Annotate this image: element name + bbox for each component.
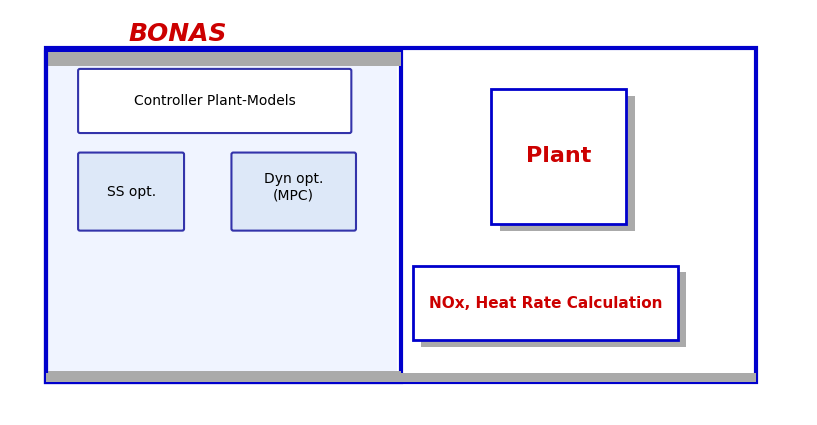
FancyBboxPatch shape — [231, 153, 356, 231]
FancyBboxPatch shape — [78, 153, 184, 231]
Bar — [421, 272, 686, 347]
Bar — [491, 89, 626, 224]
Text: Plant: Plant — [526, 146, 592, 166]
Bar — [46, 371, 400, 382]
Text: SS opt.: SS opt. — [106, 184, 155, 198]
FancyBboxPatch shape — [78, 69, 351, 133]
Text: NOx, Heat Rate Calculation: NOx, Heat Rate Calculation — [429, 296, 663, 311]
Bar — [49, 56, 397, 378]
Bar — [413, 266, 677, 340]
Text: Dyn opt.
(MPC): Dyn opt. (MPC) — [264, 172, 324, 202]
Bar — [46, 52, 400, 66]
Text: Controller Plant-Models: Controller Plant-Models — [134, 94, 296, 108]
Bar — [500, 96, 635, 231]
Text: BONAS: BONAS — [128, 22, 227, 45]
Bar — [46, 48, 756, 382]
Bar — [46, 373, 756, 382]
Bar — [46, 52, 400, 382]
